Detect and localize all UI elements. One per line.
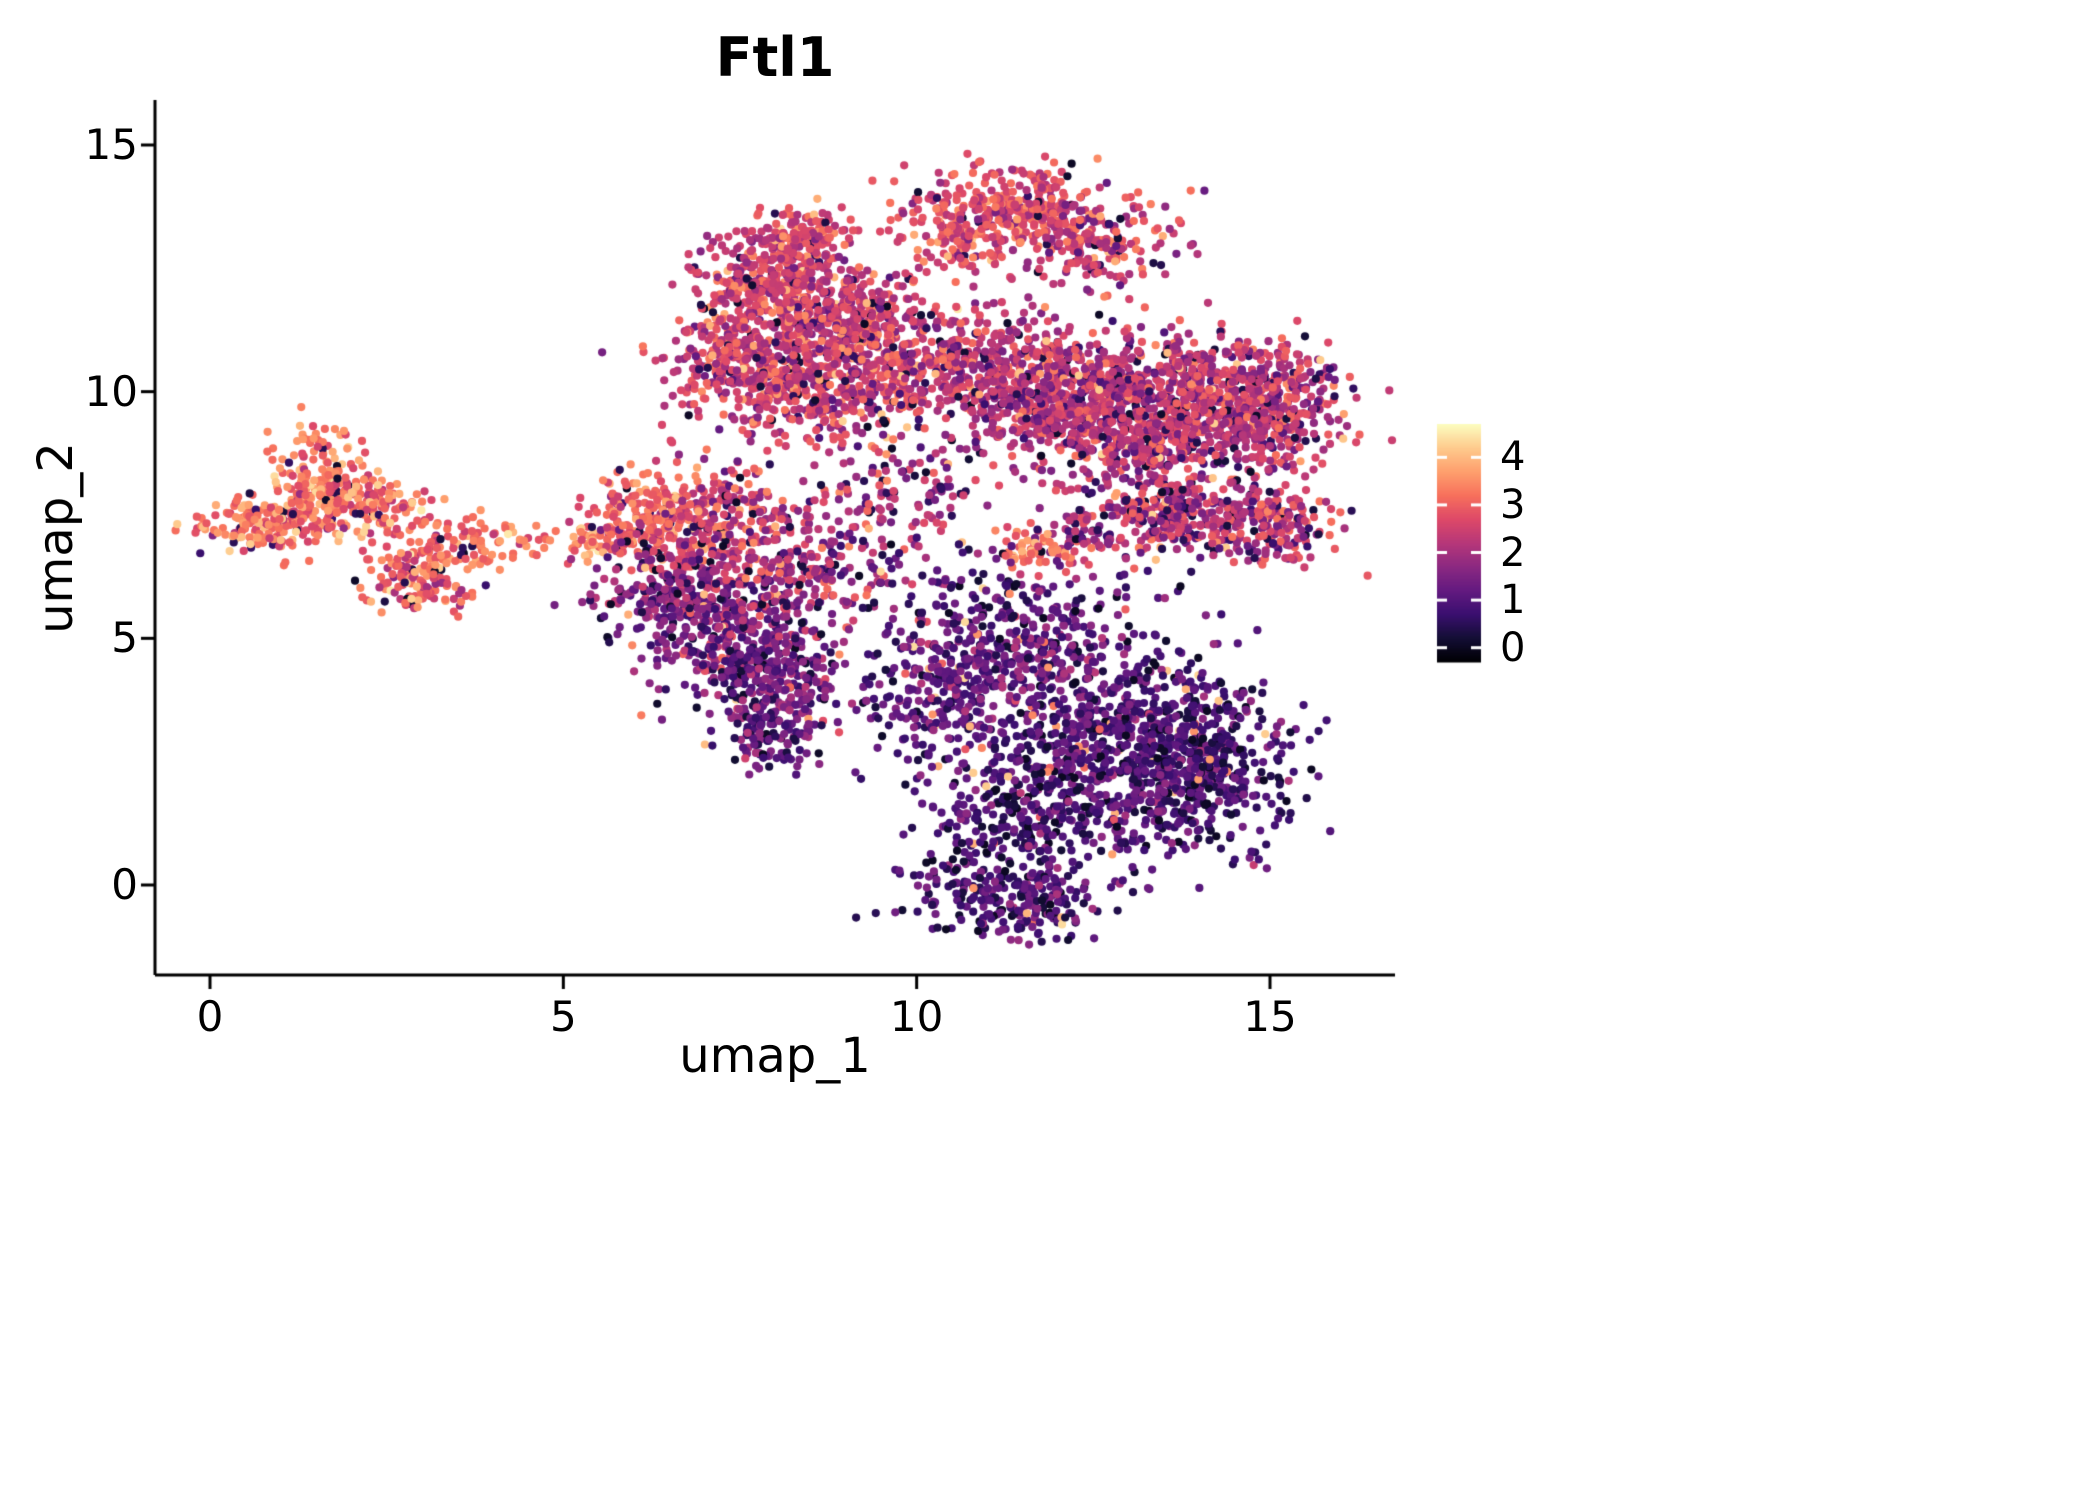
y-tick-label: 5	[111, 613, 138, 663]
x-tick-label: 10	[889, 992, 944, 1041]
colorbar-tick-label: 3	[1500, 481, 1526, 528]
chart-title: Ftl1	[715, 26, 835, 89]
colorbar-tick-label: 0	[1500, 624, 1526, 671]
y-axis-label: umap_2	[28, 442, 84, 634]
y-tick-label: 10	[84, 366, 138, 416]
colorbar-tick-label: 2	[1500, 529, 1526, 576]
x-axis-label: umap_1	[679, 1028, 871, 1084]
x-tick-label: 15	[1243, 992, 1297, 1041]
y-tick-label: 0	[111, 860, 138, 909]
x-tick-label: 0	[196, 992, 224, 1041]
colorbar-tick-label: 1	[1500, 577, 1526, 624]
y-tick-label: 15	[84, 120, 138, 169]
colorbar-tick-label: 4	[1500, 434, 1526, 481]
x-tick-label: 5	[549, 992, 577, 1041]
